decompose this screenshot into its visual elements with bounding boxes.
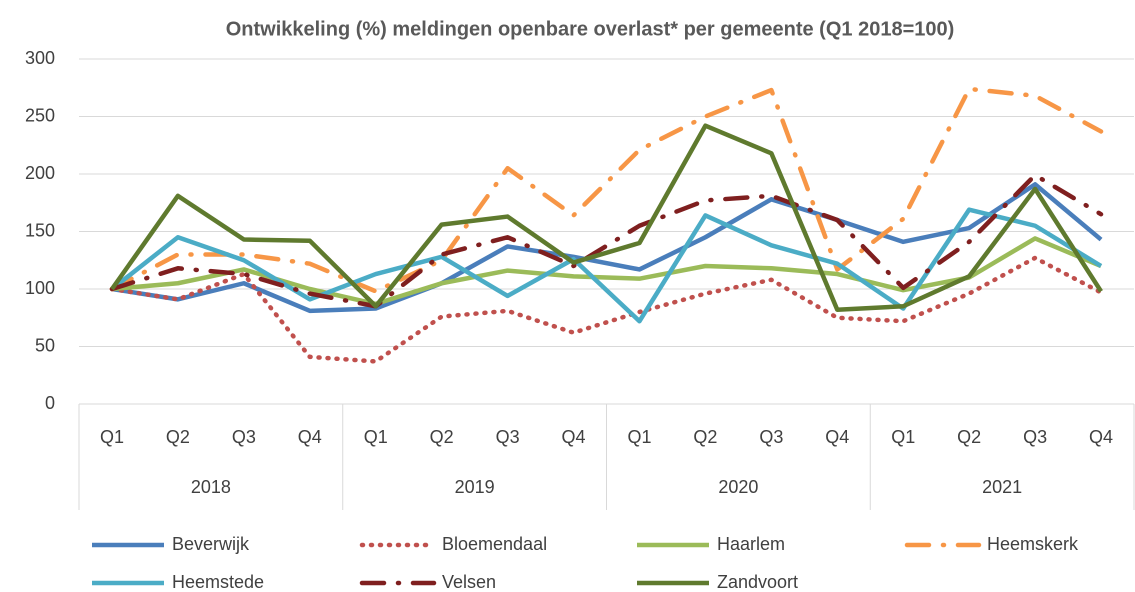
y-tick-label: 50: [35, 335, 55, 355]
x-tick-label: Q1: [891, 427, 915, 447]
legend-label: Bloemendaal: [442, 534, 547, 554]
y-tick-label: 200: [25, 163, 55, 183]
x-tick-label: Q2: [693, 427, 717, 447]
x-tick-label: Q3: [496, 427, 520, 447]
group-label: 2020: [718, 477, 758, 497]
x-tick-label: Q2: [430, 427, 454, 447]
series-line: [111, 182, 1103, 314]
legend-label: Beverwijk: [172, 534, 250, 554]
x-tick-label: Q4: [825, 427, 849, 447]
group-label: 2018: [191, 477, 231, 497]
y-tick-label: 250: [25, 105, 55, 125]
series-line: [109, 172, 1104, 309]
y-tick-label: 150: [25, 220, 55, 240]
y-tick-label: 300: [25, 48, 55, 68]
series-line: [109, 255, 1104, 364]
x-tick-label: Q2: [957, 427, 981, 447]
x-tick-label: Q4: [298, 427, 322, 447]
x-tick-label: Q3: [759, 427, 783, 447]
x-tick-label: Q3: [1023, 427, 1047, 447]
x-tick-label: Q4: [562, 427, 586, 447]
legend-label: Heemstede: [172, 572, 264, 592]
y-tick-label: 0: [45, 393, 55, 413]
group-label: 2019: [455, 477, 495, 497]
chart-title: Ontwikkeling (%) meldingen openbare over…: [226, 18, 955, 40]
y-tick-label: 100: [25, 278, 55, 298]
x-tick-label: Q2: [166, 427, 190, 447]
series-line: [109, 86, 1104, 294]
series-line: [110, 207, 1103, 324]
legend-label: Velsen: [442, 572, 496, 592]
group-label: 2021: [982, 477, 1022, 497]
x-tick-label: Q1: [100, 427, 124, 447]
x-tick-label: Q1: [627, 427, 651, 447]
x-tick-label: Q1: [364, 427, 388, 447]
x-tick-label: Q4: [1089, 427, 1113, 447]
legend-label: Haarlem: [717, 534, 785, 554]
legend-label: Zandvoort: [717, 572, 798, 592]
legend-label: Heemskerk: [987, 534, 1079, 554]
x-tick-label: Q3: [232, 427, 256, 447]
series-line: [110, 123, 1103, 312]
